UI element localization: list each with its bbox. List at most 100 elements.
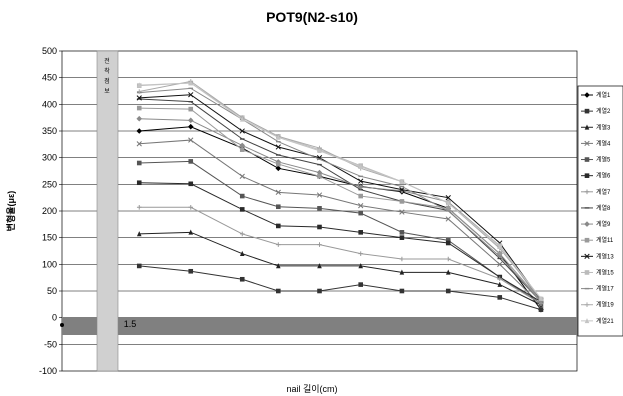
series-line (139, 265, 542, 311)
legend-item: 계열1 (581, 91, 611, 99)
y-tick-label: 50 (47, 286, 57, 296)
series-line (139, 107, 542, 302)
y-tick-label: 500 (42, 46, 57, 56)
y-tick-label: 0 (52, 313, 57, 323)
data-point (239, 128, 245, 134)
legend-marker (584, 92, 590, 98)
data-point (538, 295, 544, 301)
legend-item: 계열15 (581, 268, 614, 276)
legend-marker (584, 318, 590, 324)
y-tick-label: 450 (42, 73, 57, 83)
data-point (188, 106, 194, 112)
data-point (358, 163, 363, 170)
series-line (139, 98, 542, 303)
data-point (187, 123, 194, 130)
data-point (399, 256, 405, 262)
legend-label: 계열3 (596, 123, 611, 131)
data-point (497, 261, 503, 267)
legend-item: 계열13 (581, 252, 614, 260)
series-7 (136, 204, 544, 307)
series-11 (136, 92, 544, 303)
data-point (188, 80, 194, 86)
legend-item: 계열8 (581, 204, 611, 212)
data-point (136, 263, 142, 269)
data-point (358, 251, 363, 256)
data-point (399, 209, 405, 215)
data-point (136, 105, 142, 111)
data-point (317, 147, 322, 154)
series-15 (136, 80, 544, 301)
data-point (358, 178, 364, 184)
legend-label: 계열6 (596, 172, 611, 180)
x-axis-label: nail 길이(cm) (286, 384, 337, 394)
data-point (239, 193, 245, 199)
data-point (317, 242, 322, 247)
legend-label: 계열13 (596, 252, 614, 260)
data-point (136, 141, 142, 147)
data-point (399, 288, 405, 294)
data-point (317, 224, 322, 230)
legend-item: 계열3 (581, 123, 611, 131)
data-point (445, 269, 451, 275)
data-point (358, 230, 363, 235)
data-point (275, 144, 281, 150)
legend-label: 계열17 (596, 285, 614, 293)
series-group (136, 79, 544, 313)
legend-item: 계열17 (581, 285, 614, 293)
legend-marker (584, 173, 590, 178)
legend-marker (584, 237, 590, 243)
data-point (136, 95, 142, 101)
y-tick-label: -100 (39, 366, 57, 376)
data-point (136, 231, 142, 237)
legend-marker (584, 140, 590, 147)
data-point (358, 282, 363, 287)
data-point (136, 180, 142, 186)
data-point (445, 206, 451, 211)
data-point (445, 256, 451, 262)
y-tick-label: 350 (42, 126, 57, 136)
legend-label: 계열4 (596, 139, 611, 147)
data-point (136, 160, 142, 166)
legend-label: 계열7 (596, 188, 611, 196)
data-point (275, 189, 281, 195)
legend-label: 계열21 (596, 317, 614, 325)
x-tick-label: 1.5 (124, 319, 137, 329)
data-point (136, 204, 142, 210)
y-tick-label: 400 (42, 99, 57, 109)
legend-label: 계열9 (596, 220, 611, 228)
data-point (239, 250, 245, 256)
legend-item: 계열4 (581, 139, 611, 147)
series-line (139, 160, 542, 305)
data-point (316, 169, 323, 176)
legend-marker (584, 189, 590, 195)
data-point (239, 231, 245, 237)
data-point (497, 281, 503, 287)
data-point (276, 242, 281, 247)
data-point (136, 89, 142, 94)
vertical-band (96, 50, 119, 372)
series-line (139, 87, 542, 303)
data-point (497, 276, 503, 282)
data-point (276, 134, 281, 140)
legend-label: 계열19 (596, 301, 614, 309)
data-point (276, 263, 281, 269)
series-line (139, 139, 542, 306)
data-point (239, 142, 246, 149)
data-point (399, 187, 405, 193)
legend-marker (584, 221, 590, 227)
series-2 (136, 263, 544, 312)
series-line (139, 231, 542, 306)
data-point (358, 210, 363, 216)
data-point (188, 268, 194, 274)
data-point (136, 128, 143, 134)
series-line (139, 94, 542, 301)
legend-item: 계열7 (581, 188, 611, 196)
series-13 (136, 87, 544, 303)
data-point (538, 307, 544, 312)
data-point (399, 235, 405, 240)
legend-label: 계열2 (596, 107, 611, 115)
y-tick-label: 100 (42, 259, 57, 269)
data-point (136, 82, 142, 88)
data-point (276, 288, 281, 294)
